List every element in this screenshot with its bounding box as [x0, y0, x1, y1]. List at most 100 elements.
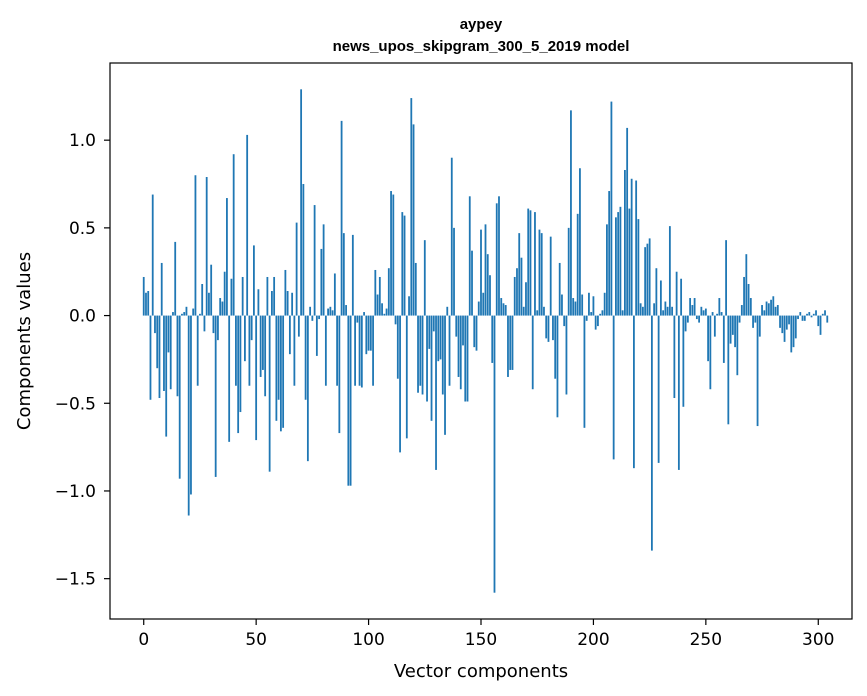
bar-component-230 — [659, 280, 662, 316]
y-tick-label: 0.5 — [69, 219, 96, 239]
bar-component-261 — [729, 315, 732, 344]
bar-component-130 — [435, 315, 437, 470]
bar-component-120 — [412, 124, 415, 316]
bar-component-136 — [448, 315, 451, 386]
bar-component-276 — [763, 310, 766, 316]
bar-component-266 — [740, 305, 743, 316]
x-tick-label: 200 — [577, 630, 609, 650]
bar-component-254 — [713, 315, 716, 337]
bar-component-214 — [624, 169, 626, 316]
bar-component-263 — [734, 315, 736, 348]
bar-component-128 — [430, 315, 433, 421]
bar-component-303 — [824, 310, 826, 316]
bar-component-9 — [163, 315, 165, 391]
bar-component-158 — [498, 196, 500, 316]
bar-component-139 — [455, 315, 458, 337]
bar-component-89 — [342, 233, 345, 316]
bar-component-237 — [675, 271, 678, 316]
bar-component-121 — [414, 262, 417, 316]
bar-component-82 — [327, 308, 329, 316]
bar-component-140 — [457, 315, 460, 377]
bar-component-233 — [666, 306, 669, 316]
x-tick-label: 250 — [690, 630, 722, 650]
bar-component-256 — [718, 298, 721, 316]
bar-component-268 — [745, 254, 748, 316]
bar-component-104 — [376, 294, 379, 316]
y-axis-label: Components values — [14, 252, 35, 430]
bar-component-117 — [405, 315, 408, 439]
bar-component-67 — [293, 315, 296, 386]
bar-component-189 — [567, 227, 570, 316]
bar-component-47 — [248, 315, 251, 386]
bar-component-80 — [322, 224, 325, 316]
bar-component-206 — [606, 224, 608, 316]
bar-component-265 — [738, 315, 741, 323]
bar-component-225 — [648, 238, 651, 316]
bar-component-150 — [480, 229, 482, 316]
bar-component-223 — [644, 247, 647, 316]
bar-component-113 — [396, 315, 399, 379]
bar-component-15 — [176, 315, 179, 397]
bar-component-144 — [466, 315, 469, 402]
bar-component-188 — [565, 315, 568, 395]
bar-component-0 — [142, 276, 145, 316]
bar-component-114 — [399, 315, 401, 453]
bar-component-63 — [284, 269, 287, 316]
bar-component-57 — [270, 291, 273, 316]
bar-component-98 — [363, 312, 365, 316]
bar-component-60 — [277, 315, 280, 400]
bar-component-90 — [345, 305, 347, 316]
bar-component-295 — [806, 313, 808, 316]
bar-component-284 — [781, 315, 784, 334]
x-tick-label: 300 — [802, 630, 834, 650]
bar-component-296 — [808, 312, 811, 316]
bar-component-200 — [592, 296, 595, 316]
y-tick-label: −1.5 — [55, 570, 96, 590]
bar-component-166 — [516, 268, 518, 316]
bar-component-105 — [378, 276, 381, 316]
bar-component-53 — [262, 315, 264, 370]
bar-component-160 — [502, 303, 505, 316]
bar-component-135 — [446, 306, 449, 316]
bar-component-134 — [444, 315, 446, 435]
bar-component-234 — [668, 226, 671, 316]
bar-component-119 — [410, 98, 413, 316]
bar-component-229 — [657, 315, 660, 463]
bar-component-96 — [358, 315, 361, 386]
bar-component-300 — [817, 315, 820, 327]
bar-component-102 — [372, 315, 374, 386]
bar-component-222 — [641, 306, 644, 316]
bar-component-36 — [223, 271, 226, 316]
bar-component-28 — [205, 177, 208, 316]
bar-component-30 — [210, 264, 213, 316]
bar-component-84 — [331, 310, 334, 316]
bar-component-4 — [151, 194, 154, 316]
bar-component-11 — [167, 315, 170, 353]
bar-component-220 — [637, 219, 640, 316]
bar-component-50 — [255, 315, 258, 441]
bar-component-2 — [147, 291, 150, 316]
bar-component-241 — [684, 315, 687, 332]
bar-component-14 — [174, 241, 177, 316]
bar-component-83 — [329, 306, 332, 316]
bar-component-180 — [547, 315, 550, 342]
bar-component-94 — [354, 315, 356, 386]
bar-component-103 — [374, 269, 377, 316]
bar-component-112 — [394, 315, 397, 325]
bar-component-91 — [347, 315, 350, 486]
bar-component-285 — [783, 315, 786, 342]
bar-component-193 — [576, 213, 579, 316]
bar-component-217 — [630, 178, 633, 316]
bar-component-157 — [495, 203, 498, 316]
bar-component-260 — [727, 315, 730, 425]
bar-component-81 — [324, 315, 327, 386]
bar-component-213 — [621, 310, 624, 316]
bar-component-182 — [552, 315, 554, 341]
bar-component-302 — [821, 313, 824, 316]
bar-component-7 — [158, 315, 161, 399]
bar-component-131 — [437, 315, 440, 362]
bar-component-183 — [554, 315, 557, 379]
bar-component-172 — [529, 210, 532, 316]
bar-component-282 — [776, 305, 779, 316]
bar-component-29 — [208, 292, 210, 316]
